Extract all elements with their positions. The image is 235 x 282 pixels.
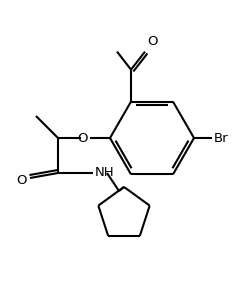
Text: O: O	[16, 173, 27, 186]
Text: O: O	[78, 131, 88, 144]
Text: O: O	[147, 35, 157, 48]
Text: NH: NH	[95, 166, 115, 180]
Text: Br: Br	[214, 131, 229, 144]
